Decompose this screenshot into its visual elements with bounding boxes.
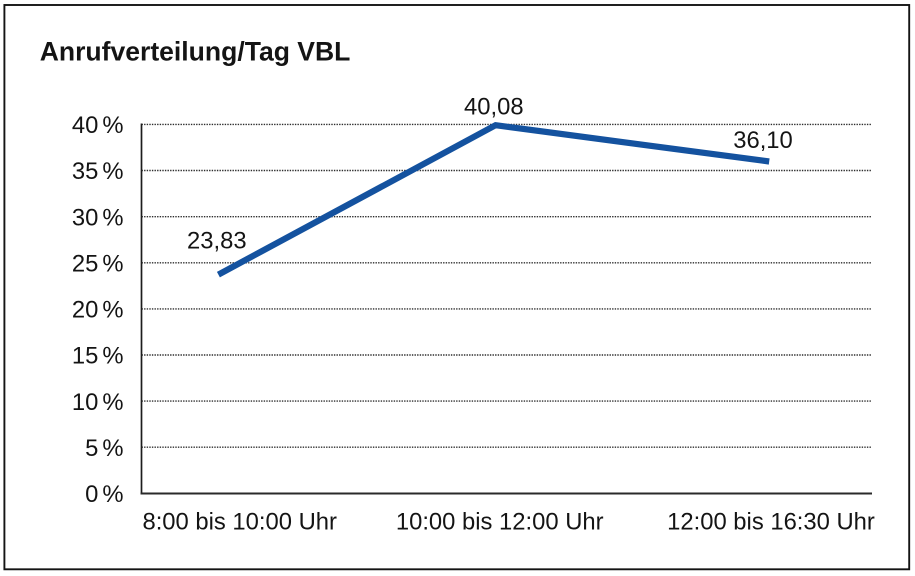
svg-text:15%: 15% [72, 343, 124, 370]
svg-text:36,10: 36,10 [733, 127, 793, 154]
svg-text:20%: 20% [72, 297, 124, 324]
svg-text:10%: 10% [72, 389, 124, 416]
svg-text:8:00 bis 10:00 Uhr: 8:00 bis 10:00 Uhr [142, 509, 337, 536]
svg-text:35%: 35% [72, 158, 124, 185]
svg-text:0%: 0% [85, 481, 123, 508]
svg-text:23,83: 23,83 [187, 228, 247, 255]
svg-text:10:00 bis 12:00 Uhr: 10:00 bis 12:00 Uhr [396, 509, 604, 536]
svg-text:40,08: 40,08 [464, 94, 524, 121]
svg-text:40%: 40% [72, 112, 124, 139]
svg-text:5%: 5% [85, 435, 123, 462]
svg-text:Anrufverteilung/Tag VBL: Anrufverteilung/Tag VBL [40, 37, 351, 67]
svg-text:30%: 30% [72, 204, 124, 231]
svg-text:25%: 25% [72, 251, 124, 278]
svg-text:12:00 bis 16:30 Uhr: 12:00 bis 16:30 Uhr [667, 509, 875, 536]
